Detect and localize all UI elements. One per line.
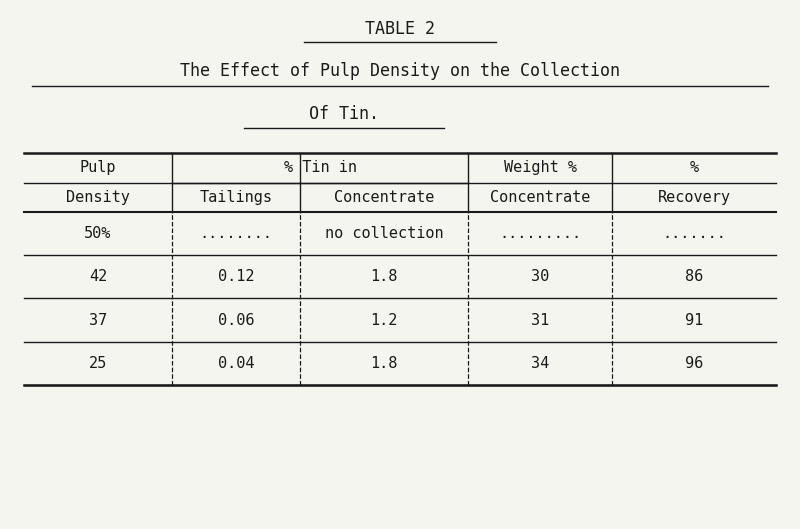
Text: 1.8: 1.8	[370, 269, 398, 284]
Text: 25: 25	[89, 356, 107, 371]
Text: 34: 34	[531, 356, 549, 371]
Text: Density: Density	[66, 189, 130, 205]
Text: Pulp: Pulp	[80, 160, 116, 176]
Text: Concentrate: Concentrate	[490, 189, 590, 205]
Text: % Tin in: % Tin in	[283, 160, 357, 176]
Text: 1.2: 1.2	[370, 313, 398, 327]
Text: TABLE 2: TABLE 2	[365, 20, 435, 38]
Text: 96: 96	[685, 356, 703, 371]
Text: 31: 31	[531, 313, 549, 327]
Text: 0.12: 0.12	[218, 269, 254, 284]
Text: 0.06: 0.06	[218, 313, 254, 327]
Text: Of Tin.: Of Tin.	[309, 105, 379, 123]
Text: %: %	[690, 160, 698, 176]
Text: The Effect of Pulp Density on the Collection: The Effect of Pulp Density on the Collec…	[180, 62, 620, 80]
Text: no collection: no collection	[325, 226, 443, 241]
Text: 37: 37	[89, 313, 107, 327]
Text: 42: 42	[89, 269, 107, 284]
Text: Weight %: Weight %	[503, 160, 577, 176]
Text: 91: 91	[685, 313, 703, 327]
Text: 0.04: 0.04	[218, 356, 254, 371]
Text: 30: 30	[531, 269, 549, 284]
Text: .......: .......	[662, 226, 726, 241]
Text: 50%: 50%	[84, 226, 112, 241]
Text: ........: ........	[199, 226, 273, 241]
Text: 86: 86	[685, 269, 703, 284]
Text: .........: .........	[499, 226, 581, 241]
Text: Tailings: Tailings	[199, 189, 273, 205]
Text: Recovery: Recovery	[658, 189, 730, 205]
Text: 1.8: 1.8	[370, 356, 398, 371]
Text: Concentrate: Concentrate	[334, 189, 434, 205]
